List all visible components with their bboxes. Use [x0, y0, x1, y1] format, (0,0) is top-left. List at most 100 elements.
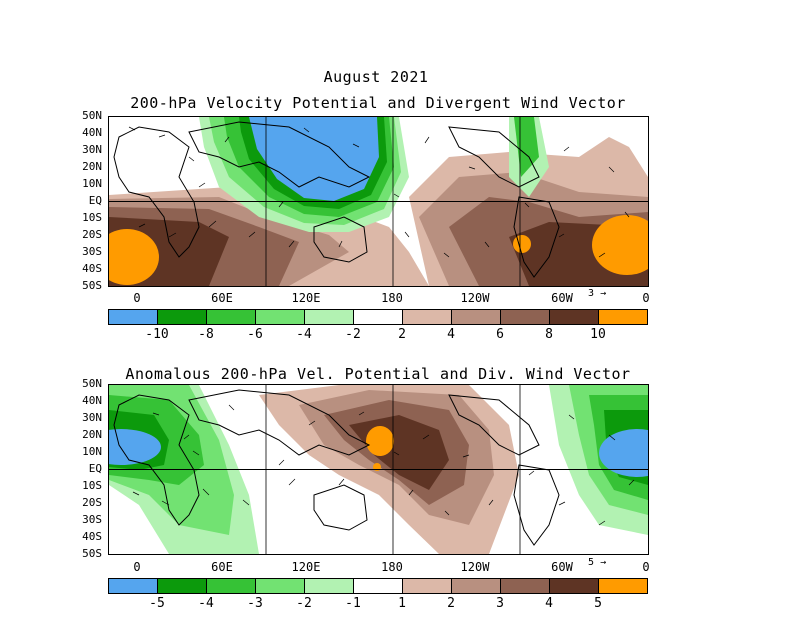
colorbar-swatch [207, 579, 256, 593]
panel2-map-svg [109, 385, 648, 554]
field-min-east [599, 429, 648, 477]
wind-vectors [122, 399, 635, 526]
north-america-coastline [448, 126, 540, 188]
colorbar-label: -3 [247, 596, 263, 611]
field-max-east [592, 215, 648, 275]
colorbar-swatch [452, 310, 501, 324]
lat-label: 10S [82, 479, 102, 492]
field-max-center [366, 426, 394, 456]
lat-label: 10N [82, 445, 102, 458]
lat-label: 40S [82, 530, 102, 543]
colorbar-label: 4 [545, 596, 553, 611]
lat-label: EQ [88, 194, 102, 207]
lon-label: 120W [460, 291, 490, 305]
lat-label: 40N [82, 394, 102, 407]
colorbar-swatch [109, 310, 158, 324]
lon-label: 180 [381, 560, 403, 574]
colorbar-label: 2 [398, 327, 406, 342]
lat-label: 30S [82, 513, 102, 526]
colorbar-label: 1 [398, 596, 406, 611]
north-america-coastline [448, 394, 540, 456]
lon-label: 0 [133, 560, 141, 574]
colorbar-swatch [305, 579, 354, 593]
lon-label: 120W [460, 560, 490, 574]
lat-label: 50S [82, 279, 102, 292]
lon-label: 60W [551, 560, 573, 574]
colorbar-swatch [501, 579, 550, 593]
colorbar-label: -4 [296, 327, 312, 342]
colorbar-swatch [354, 310, 403, 324]
reference-vector-value: 3 [588, 288, 595, 299]
colorbar-label: -8 [198, 327, 214, 342]
panel2-reference-vector: 5 → [588, 557, 606, 568]
lon-label: 0 [642, 560, 650, 574]
colorbar-swatch [550, 310, 599, 324]
reference-arrow-icon: → [600, 557, 607, 568]
lat-label: 50N [82, 377, 102, 390]
lat-label: 20N [82, 160, 102, 173]
colorbar-label: 8 [545, 327, 553, 342]
lat-label: EQ [88, 462, 102, 475]
lat-label: 20N [82, 428, 102, 441]
colorbar-label: -6 [247, 327, 263, 342]
colorbar-label: 5 [594, 596, 602, 611]
lat-label: 30N [82, 411, 102, 424]
africa-coastline [113, 126, 200, 258]
colorbar-label: 6 [496, 327, 504, 342]
colorbar-label: 4 [447, 327, 455, 342]
lat-label: 10N [82, 177, 102, 190]
colorbar-swatch [550, 579, 599, 593]
panel1-title: 200-hPa Velocity Potential and Divergent… [130, 94, 626, 112]
colorbar-swatch [354, 579, 403, 593]
lon-label: 60W [551, 291, 573, 305]
lat-label: 30N [82, 143, 102, 156]
colorbar-label: 2 [447, 596, 455, 611]
reference-arrow-icon: → [600, 288, 607, 299]
colorbar-label: -4 [198, 596, 214, 611]
lon-label: 0 [642, 291, 650, 305]
lon-label: 180 [381, 291, 403, 305]
figure-title: August 2021 [323, 68, 429, 86]
colorbar-swatch [158, 579, 207, 593]
lon-label: 60E [211, 560, 233, 574]
reference-vector-value: 5 [588, 557, 595, 568]
colorbar-label: -2 [296, 596, 312, 611]
colorbar-swatch [158, 310, 207, 324]
panel1-map [108, 116, 649, 287]
lat-label: 40S [82, 262, 102, 275]
lat-label: 10S [82, 211, 102, 224]
panel2-map [108, 384, 649, 555]
lat-label: 40N [82, 126, 102, 139]
lat-label: 50S [82, 547, 102, 560]
field-min-center [249, 117, 379, 201]
lon-label: 120E [291, 560, 321, 574]
africa-coastline [113, 394, 200, 526]
colorbar-swatch [501, 310, 550, 324]
south-america-coastline [513, 464, 560, 546]
colorbar-swatch [305, 310, 354, 324]
colorbar-swatch [599, 579, 647, 593]
australia-coastline [313, 216, 368, 263]
lat-label: 50N [82, 109, 102, 122]
wind-vectors [128, 126, 630, 258]
south-america-coastline [513, 196, 560, 278]
colorbar-label: -5 [149, 596, 165, 611]
colorbar-swatch [403, 310, 452, 324]
colorbar-swatch [256, 579, 305, 593]
field-max-west [109, 229, 159, 285]
colorbar-label: -2 [345, 327, 361, 342]
panel1-colorbar [108, 309, 648, 325]
lon-label: 120E [291, 291, 321, 305]
colorbar-label: -10 [145, 327, 169, 342]
lon-label: 0 [133, 291, 141, 305]
lat-label: 30S [82, 245, 102, 258]
panel2-colorbar [108, 578, 648, 594]
lon-label: 60E [211, 291, 233, 305]
lat-label: 20S [82, 228, 102, 241]
colorbar-swatch [109, 579, 158, 593]
asia-coastline [188, 389, 371, 456]
panel1-reference-vector: 3 → [588, 288, 606, 299]
colorbar-swatch [403, 579, 452, 593]
colorbar-swatch [599, 310, 647, 324]
colorbar-label: -1 [345, 596, 361, 611]
